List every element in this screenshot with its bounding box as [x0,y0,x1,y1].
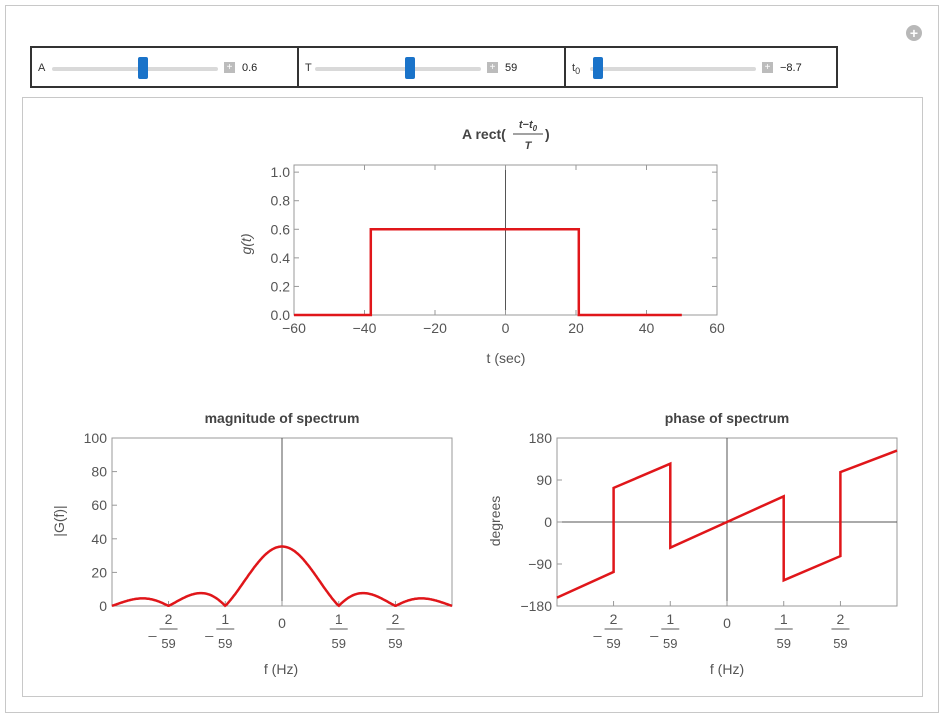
chart2-xtick-denominator: 59 [161,636,175,651]
chart3-ytick-label: −180 [520,598,552,614]
chart1-series-line [294,228,682,317]
slider-thumb-A[interactable] [138,57,149,79]
control-A: A + 0.6 [30,46,299,88]
chart1-xtick-label: 40 [639,320,655,336]
chart1-xtick-label: 0 [502,320,510,336]
chart2-ytick-label: 40 [91,531,107,547]
chart1-xtick-label: −60 [282,320,306,336]
control-value-t0: −8.7 [780,62,802,74]
plus-square-icon[interactable]: + [224,62,235,73]
slider-track-A[interactable] [52,67,218,71]
chart1-title-denominator: T [525,140,533,152]
chart1-title-numerator: t−t0 [519,119,538,133]
chart1-ytick-label: 0.0 [271,307,291,323]
chart1-xtick-label: −20 [423,320,447,336]
chart1-ylabel: g(t) [238,234,254,255]
chart1-ytick-label: 0.4 [271,250,291,266]
chart1-ytick-label: 0.8 [271,193,291,209]
chart2-ytick-label: 0 [99,598,107,614]
plus-square-icon[interactable]: + [762,62,773,73]
chart2-xtick-numerator: 1 [221,611,229,627]
chart1-title-num-sub: 0 [533,124,538,133]
chart1-title: A rect( [462,126,506,142]
plus-circle-icon[interactable]: + [906,25,922,41]
chart2-ytick-label: 80 [91,464,107,480]
controls-bar: A + 0.6 T + 59 t0 + −8.7 [30,46,838,88]
control-label-t0-base: t [572,62,576,74]
control-label-T: T [305,62,312,74]
chart2-title: magnitude of spectrum [205,410,360,426]
slider-track-t0[interactable] [590,67,756,71]
chart3-ylabel: degrees [487,496,503,547]
chart3-ytick-label: 90 [536,472,552,488]
chart3-xtick-denominator: 59 [663,636,677,651]
time-domain-chart: 0.0 0.2 0.4 0.6 0.8 1.0 −60 −40 −20 0 20 40 60 [271,164,725,336]
chart3-xtick-minus: _ [593,621,602,637]
slider-track-T[interactable] [315,67,481,71]
chart3-xtick-denominator: 59 [606,636,620,651]
control-label-t0: t0 [572,62,580,76]
chart3-xtick-numerator: 2 [610,611,618,627]
chart1-title-prefix: A rect( [462,126,506,142]
chart2-xtick-denominator: 59 [331,636,345,651]
chart1-ytick-label: 1.0 [271,164,291,180]
slider-thumb-T[interactable] [404,57,415,79]
chart1-title-num-text: t−t [519,119,534,131]
chart2-xlabel: f (Hz) [264,661,298,677]
chart2-xtick-label: 0 [278,615,286,631]
chart3-ytick-label: 0 [544,514,552,530]
chart1-xtick-label: 60 [709,320,725,336]
chart2-ytick-label: 60 [91,497,107,513]
chart3-xtick-denominator: 59 [776,636,790,651]
chart3-xtick-minus: _ [649,621,658,637]
chart1-ytick-label: 0.6 [271,221,291,237]
chart3-ytick-label: 180 [529,430,553,446]
chart2-xtick-denominator: 59 [388,636,402,651]
magnitude-spectrum-chart: 0 20 40 60 80 100 2 59 _ 1 59 _ 0 1 59 2 59 [84,430,453,651]
control-label-A: A [38,62,46,74]
slider-thumb-t0[interactable] [593,57,604,79]
control-label-t0-sub: 0 [575,66,581,77]
chart1-title-suffix: ) [545,126,550,142]
chart2-xtick-numerator: 1 [335,611,343,627]
chart3-xtick-label: 0 [723,615,731,631]
chart3-xtick-numerator: 2 [837,611,845,627]
chart2-xtick-numerator: 2 [392,611,400,627]
chart2-ytick-label: 100 [84,430,108,446]
output-panel [22,97,923,697]
chart3-xtick-numerator: 1 [780,611,788,627]
control-T: T + 59 [299,46,566,88]
chart1-xtick-label: 20 [568,320,584,336]
chart2-xtick-numerator: 2 [165,611,173,627]
chart1-xtick-label: −40 [353,320,377,336]
chart3-series-line [556,449,898,599]
chart2-series-line [111,545,453,608]
chart2-ylabel: |G(f)| [51,505,67,536]
chart3-xtick-numerator: 1 [666,611,674,627]
control-value-T: 59 [505,62,518,74]
chart2-xtick-denominator: 59 [218,636,232,651]
chart3-ytick-label: −90 [528,556,552,572]
chart2-xtick-minus: _ [204,621,213,637]
chart1-ytick-label: 0.2 [271,278,291,294]
plus-square-icon[interactable]: + [487,62,498,73]
chart1-xlabel: t (sec) [487,350,526,366]
chart3-xlabel: f (Hz) [710,661,744,677]
phase-spectrum-chart: −180 −90 0 90 180 2 59 _ 1 59 _ 0 1 59 2 59 [520,430,898,651]
control-t0: t0 + −8.7 [566,46,838,88]
chart2-xtick-minus: _ [148,621,157,637]
chart3-title: phase of spectrum [665,410,789,426]
control-value-A: 0.6 [242,62,258,74]
chart3-xtick-denominator: 59 [833,636,847,651]
chart2-ytick-label: 20 [91,564,107,580]
